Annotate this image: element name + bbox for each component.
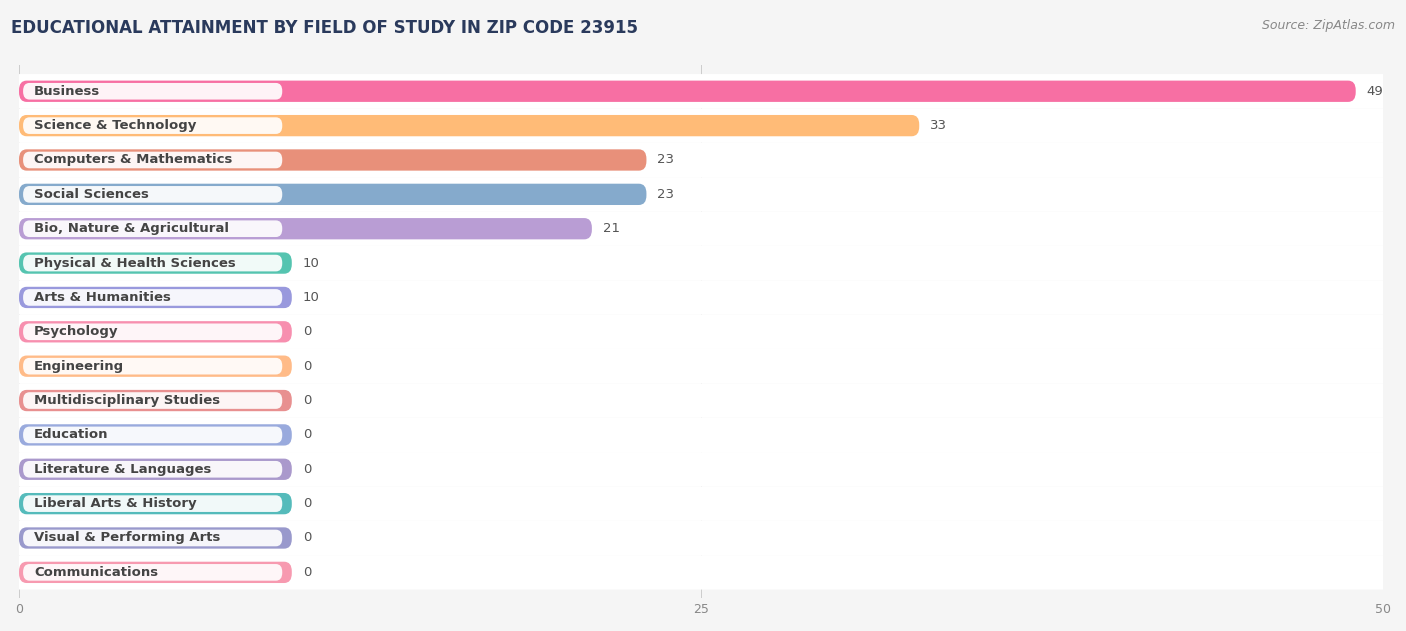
Text: Visual & Performing Arts: Visual & Performing Arts [34,531,221,545]
Text: Arts & Humanities: Arts & Humanities [34,291,172,304]
FancyBboxPatch shape [20,280,1384,315]
Text: Source: ZipAtlas.com: Source: ZipAtlas.com [1261,19,1395,32]
Text: Communications: Communications [34,566,157,579]
FancyBboxPatch shape [22,83,283,100]
FancyBboxPatch shape [20,315,1384,349]
FancyBboxPatch shape [22,392,283,409]
FancyBboxPatch shape [20,321,292,343]
Text: 0: 0 [302,497,311,510]
Text: 0: 0 [302,360,311,373]
Text: 0: 0 [302,463,311,476]
FancyBboxPatch shape [20,246,1384,280]
Text: Literature & Languages: Literature & Languages [34,463,211,476]
FancyBboxPatch shape [22,564,283,581]
Text: Multidisciplinary Studies: Multidisciplinary Studies [34,394,221,407]
Text: Psychology: Psychology [34,326,118,338]
FancyBboxPatch shape [20,218,592,239]
Text: 0: 0 [302,326,311,338]
Text: Liberal Arts & History: Liberal Arts & History [34,497,197,510]
FancyBboxPatch shape [20,109,1384,143]
FancyBboxPatch shape [22,289,283,306]
Text: 0: 0 [302,428,311,442]
FancyBboxPatch shape [20,452,1384,487]
FancyBboxPatch shape [22,255,283,271]
Text: Business: Business [34,85,100,98]
FancyBboxPatch shape [22,186,283,203]
Text: 23: 23 [658,188,675,201]
FancyBboxPatch shape [22,220,283,237]
Text: 0: 0 [302,394,311,407]
FancyBboxPatch shape [20,211,1384,246]
FancyBboxPatch shape [22,529,283,546]
FancyBboxPatch shape [20,390,292,411]
FancyBboxPatch shape [20,562,292,583]
FancyBboxPatch shape [22,324,283,340]
FancyBboxPatch shape [22,461,283,478]
Text: Science & Technology: Science & Technology [34,119,197,132]
FancyBboxPatch shape [20,81,1355,102]
Text: Computers & Mathematics: Computers & Mathematics [34,153,232,167]
Text: 10: 10 [302,257,319,269]
FancyBboxPatch shape [22,151,283,168]
FancyBboxPatch shape [20,493,292,514]
FancyBboxPatch shape [22,427,283,443]
Text: 0: 0 [302,566,311,579]
FancyBboxPatch shape [20,349,1384,384]
Text: 23: 23 [658,153,675,167]
FancyBboxPatch shape [20,252,292,274]
FancyBboxPatch shape [20,143,1384,177]
FancyBboxPatch shape [20,74,1384,109]
Text: Engineering: Engineering [34,360,124,373]
Text: EDUCATIONAL ATTAINMENT BY FIELD OF STUDY IN ZIP CODE 23915: EDUCATIONAL ATTAINMENT BY FIELD OF STUDY… [11,19,638,37]
Text: 10: 10 [302,291,319,304]
FancyBboxPatch shape [20,184,647,205]
FancyBboxPatch shape [20,384,1384,418]
Text: 21: 21 [603,222,620,235]
Text: Education: Education [34,428,108,442]
Text: Bio, Nature & Agricultural: Bio, Nature & Agricultural [34,222,229,235]
FancyBboxPatch shape [20,459,292,480]
Text: 49: 49 [1367,85,1384,98]
Text: 33: 33 [931,119,948,132]
FancyBboxPatch shape [22,358,283,374]
FancyBboxPatch shape [20,521,1384,555]
Text: 0: 0 [302,531,311,545]
FancyBboxPatch shape [20,287,292,308]
FancyBboxPatch shape [22,117,283,134]
FancyBboxPatch shape [20,424,292,445]
FancyBboxPatch shape [20,487,1384,521]
FancyBboxPatch shape [20,355,292,377]
Text: Physical & Health Sciences: Physical & Health Sciences [34,257,236,269]
FancyBboxPatch shape [20,418,1384,452]
Text: Social Sciences: Social Sciences [34,188,149,201]
FancyBboxPatch shape [20,555,1384,589]
FancyBboxPatch shape [20,150,647,170]
FancyBboxPatch shape [20,115,920,136]
FancyBboxPatch shape [20,528,292,548]
FancyBboxPatch shape [22,495,283,512]
FancyBboxPatch shape [20,177,1384,211]
